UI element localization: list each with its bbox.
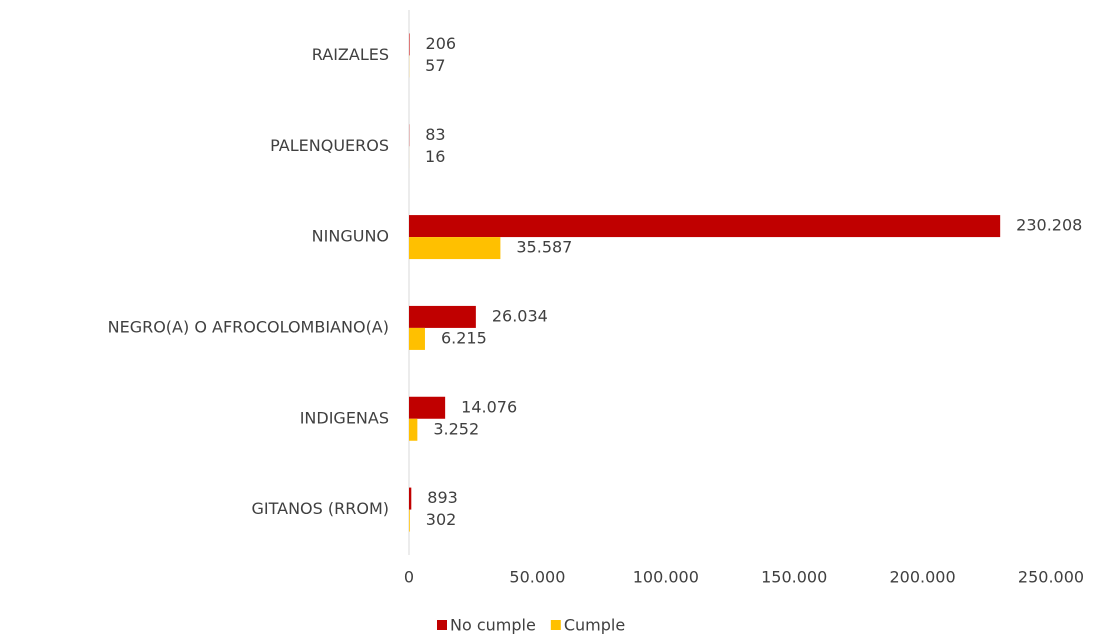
x-tick-label: 250.000	[1018, 568, 1084, 587]
x-tick-label: 150.000	[761, 568, 827, 587]
value-label: 206	[426, 34, 457, 53]
bar	[409, 215, 1000, 237]
value-label: 14.076	[461, 397, 517, 416]
bar	[409, 510, 410, 532]
value-label: 893	[427, 488, 458, 507]
bar	[409, 488, 411, 510]
x-tick-label: 200.000	[890, 568, 956, 587]
bar	[409, 419, 417, 441]
value-label: 16	[425, 147, 445, 166]
value-label: 57	[425, 56, 445, 75]
legend-label: No cumple	[450, 616, 536, 635]
x-tick-label: 50.000	[509, 568, 565, 587]
x-tick-label: 100.000	[633, 568, 699, 587]
bar	[409, 33, 410, 55]
value-label: 83	[425, 125, 445, 144]
bar	[409, 328, 425, 350]
value-label: 6.215	[441, 328, 487, 347]
value-label: 26.034	[492, 306, 548, 325]
legend-swatch	[551, 620, 561, 630]
value-label: 35.587	[516, 238, 572, 257]
y-tick-label: INDIGENAS	[300, 408, 389, 427]
y-tick-label: PALENQUEROS	[270, 136, 389, 155]
y-tick-label: GITANOS (RROM)	[251, 499, 389, 518]
y-tick-label: RAIZALES	[312, 45, 389, 64]
legend-label: Cumple	[564, 616, 625, 635]
value-label: 3.252	[433, 419, 479, 438]
bar	[409, 306, 476, 328]
value-label: 230.208	[1016, 216, 1082, 235]
y-tick-label: NINGUNO	[312, 227, 389, 246]
x-tick-label: 0	[404, 568, 414, 587]
legend-swatch	[437, 620, 447, 630]
y-tick-label: NEGRO(A) O AFROCOLOMBIANO(A)	[108, 317, 389, 336]
bar	[409, 237, 500, 259]
bar	[409, 397, 445, 419]
value-label: 302	[426, 510, 457, 529]
